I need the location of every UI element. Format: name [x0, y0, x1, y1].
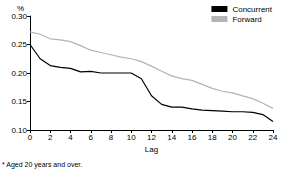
svg-text:* Aged 20 years and over.: * Aged 20 years and over.	[2, 161, 82, 169]
svg-text:Concurrent: Concurrent	[232, 5, 272, 14]
svg-text:20: 20	[228, 133, 237, 142]
svg-text:Lag: Lag	[145, 145, 158, 154]
svg-text:8: 8	[109, 133, 114, 142]
svg-text:14: 14	[167, 133, 176, 142]
svg-text:Forward: Forward	[232, 15, 261, 24]
svg-text:0.10: 0.10	[11, 126, 27, 135]
svg-text:10: 10	[127, 133, 136, 142]
svg-text:0.25: 0.25	[11, 40, 27, 49]
svg-text:6: 6	[89, 133, 94, 142]
svg-text:12: 12	[147, 133, 156, 142]
svg-text:24: 24	[269, 133, 278, 142]
svg-text:4: 4	[68, 133, 73, 142]
svg-text:0: 0	[28, 133, 33, 142]
svg-text:16: 16	[188, 133, 197, 142]
svg-text:22: 22	[248, 133, 257, 142]
svg-text:0.15: 0.15	[11, 97, 27, 106]
svg-text:2: 2	[48, 133, 53, 142]
svg-text:0.20: 0.20	[11, 69, 27, 78]
svg-text:18: 18	[208, 133, 217, 142]
svg-text:0.30: 0.30	[11, 12, 27, 21]
